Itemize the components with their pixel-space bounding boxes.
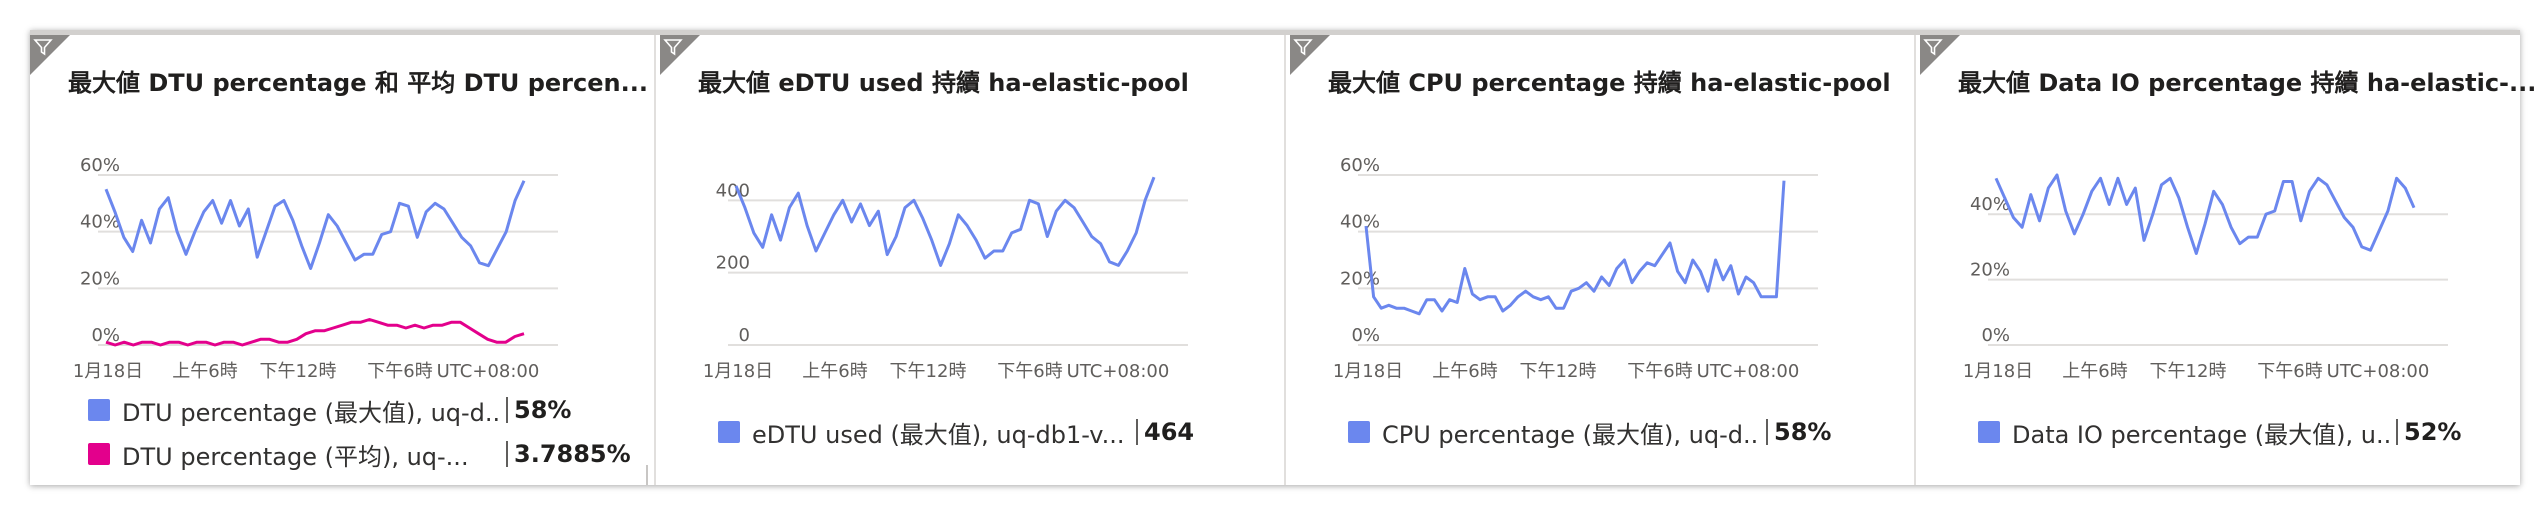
x-tick-label: 下午12時 [890, 361, 967, 382]
x-tick-label: 上午6時 [1432, 361, 1497, 382]
line-chart[interactable]: 0% 20% 40% 60% 1月18日 上午6時 下午12時 下午6時 UTC+08:00 [1290, 125, 1916, 405]
y-tick-label: 0 [739, 325, 750, 346]
legend-item[interactable]: DTU percentage (平均), uq-... 3.7885% [88, 437, 631, 471]
series-line[interactable] [734, 176, 1156, 267]
legend-separator [1136, 419, 1138, 445]
x-tick-label: 1月18日 [1333, 361, 1403, 382]
x-tick-label: UTC+08:00 [437, 361, 540, 382]
y-tick-label: 20% [80, 268, 120, 289]
y-tick-label: 60% [1340, 155, 1380, 176]
line-chart[interactable]: 0 200 400 1月18日 上午6時 下午12時 下午6時 UTC+08:00 [660, 125, 1286, 405]
dashboard-tile-strip: 最大値 DTU percentage 和 平均 DTU percen... 0%… [30, 30, 2536, 485]
x-tick-label: 1月18日 [73, 361, 143, 382]
legend-label: CPU percentage (最大值), uq-d... [1382, 420, 1760, 449]
metric-tile-cpu[interactable]: 最大値 CPU percentage 持續 ha-elastic-pool 0%… [1290, 35, 1916, 485]
tile-title[interactable]: 最大値 CPU percentage 持續 ha-elastic-pool [1328, 69, 1891, 97]
series-line[interactable] [105, 318, 525, 347]
y-tick-label: 400 [716, 180, 750, 201]
legend-label: DTU percentage (平均), uq-... [122, 442, 469, 471]
y-tick-label: 20% [1970, 260, 2010, 281]
x-tick-label: 下午6時 [1627, 361, 1692, 382]
x-tick-label: 下午12時 [260, 361, 337, 382]
funnel-icon[interactable] [1923, 37, 1943, 57]
series-line[interactable] [1994, 173, 2416, 255]
x-tick-label: UTC+08:00 [2327, 361, 2430, 382]
legend-value: 58% [1774, 418, 1832, 446]
legend-label: eDTU used (最大值), uq-db1-v... [752, 420, 1125, 449]
series-line[interactable] [1364, 180, 1786, 316]
y-tick-label: 40% [1340, 212, 1380, 233]
x-tick-label: 下午6時 [2257, 361, 2322, 382]
tile-title[interactable]: 最大値 DTU percentage 和 平均 DTU percen... [68, 69, 648, 97]
legend-value: 52% [2404, 418, 2462, 446]
legend-item[interactable]: eDTU used (最大值), uq-db1-v... 464 [718, 415, 1194, 449]
line-chart[interactable]: 0% 20% 40% 1月18日 上午6時 下午12時 下午6時 UTC+08:00 [1920, 125, 2520, 405]
y-tick-label: 60% [80, 155, 120, 176]
funnel-icon[interactable] [663, 37, 683, 57]
y-tick-label: 200 [716, 253, 750, 274]
x-tick-label: 下午6時 [367, 361, 432, 382]
legend-value: 3.7885% [514, 440, 631, 468]
x-tick-label: 上午6時 [172, 361, 237, 382]
tile-resize-handle[interactable] [646, 465, 648, 485]
line-chart[interactable]: 0% 20% 40% 60% 1月18日 上午6時 下午12時 下午6時 UTC+08:00 [30, 125, 656, 405]
y-tick-label: 0% [1981, 325, 2010, 346]
y-tick-label: 40% [1970, 194, 2010, 215]
tile-title[interactable]: 最大値 eDTU used 持續 ha-elastic-pool [698, 69, 1189, 97]
metric-tile-edtu[interactable]: 最大値 eDTU used 持續 ha-elastic-pool 0 200 400… [660, 35, 1286, 485]
legend-value: 464 [1144, 418, 1195, 446]
y-tick-label: 20% [1340, 268, 1380, 289]
x-tick-label: 1月18日 [1963, 361, 2033, 382]
x-tick-label: 上午6時 [802, 361, 867, 382]
legend-swatch [88, 399, 110, 421]
tile-title[interactable]: 最大値 Data IO percentage 持續 ha-elastic-... [1958, 69, 2537, 97]
y-tick-label: 40% [80, 212, 120, 233]
series-line[interactable] [104, 180, 526, 270]
x-tick-label: 上午6時 [2062, 361, 2127, 382]
x-tick-label: UTC+08:00 [1067, 361, 1170, 382]
x-tick-label: 1月18日 [703, 361, 773, 382]
legend-item[interactable]: CPU percentage (最大值), uq-d... 58% [1348, 415, 1831, 449]
legend-label: Data IO percentage (最大值), u... [2012, 420, 2390, 449]
legend-item[interactable]: DTU percentage (最大值), uq-d... 58% [88, 393, 571, 427]
y-tick-label: 0% [91, 325, 120, 346]
legend-separator [2396, 419, 2398, 445]
funnel-icon[interactable] [33, 37, 53, 57]
y-tick-label: 0% [1351, 325, 1380, 346]
legend-swatch [718, 421, 740, 443]
x-tick-label: UTC+08:00 [1697, 361, 1800, 382]
x-tick-label: 下午6時 [997, 361, 1062, 382]
legend-separator [506, 441, 508, 467]
metric-tile-dtu[interactable]: 最大値 DTU percentage 和 平均 DTU percen... 0%… [30, 35, 656, 485]
legend-value: 58% [514, 396, 572, 424]
legend-separator [506, 397, 508, 423]
legend-label: DTU percentage (最大值), uq-d... [122, 398, 500, 427]
x-tick-label: 下午12時 [2150, 361, 2227, 382]
x-tick-label: 下午12時 [1520, 361, 1597, 382]
metric-tile-data-io[interactable]: 最大値 Data IO percentage 持續 ha-elastic-...… [1920, 35, 2536, 485]
top-divider [30, 30, 2520, 35]
legend-separator [1766, 419, 1768, 445]
legend-swatch [88, 443, 110, 465]
legend-swatch [1978, 421, 2000, 443]
legend-item[interactable]: Data IO percentage (最大值), u... 52% [1978, 415, 2461, 449]
funnel-icon[interactable] [1293, 37, 1313, 57]
legend-swatch [1348, 421, 1370, 443]
